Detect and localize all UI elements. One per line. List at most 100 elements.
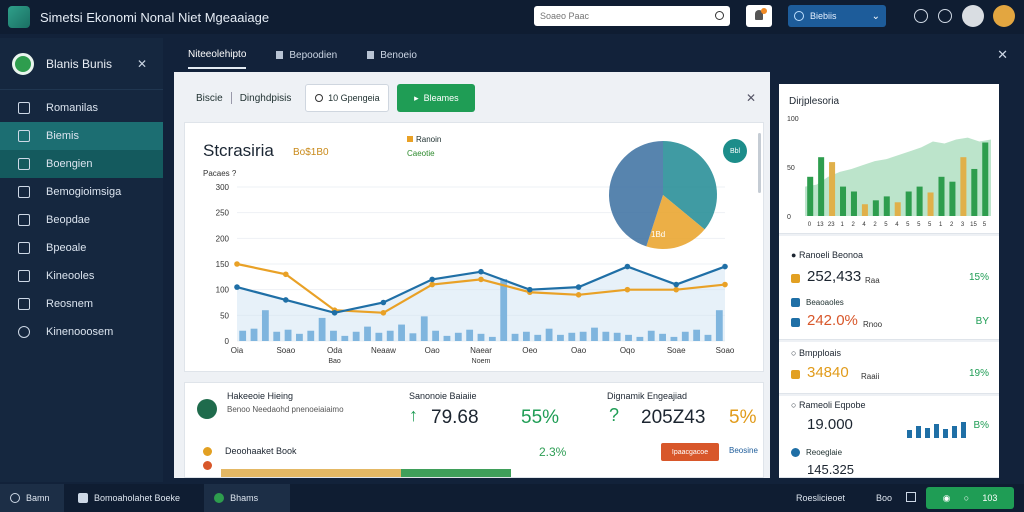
mini-x-tick: 2 xyxy=(851,222,855,228)
filter-icon xyxy=(18,270,30,282)
help-icon[interactable] xyxy=(914,9,928,23)
mini-x-tick: 4 xyxy=(862,222,866,228)
sidebar-item-4[interactable]: Beopdae xyxy=(0,206,163,234)
y-tick-label: 50 xyxy=(220,311,229,320)
stats-link[interactable]: Beosine xyxy=(729,446,758,455)
x-tick-label: Naear xyxy=(470,346,492,355)
bottom-item-label: Bomoaholahet Boeke xyxy=(94,493,181,503)
sidebar-item-5[interactable]: Bpeoale xyxy=(0,234,163,262)
pie-slice xyxy=(609,141,663,247)
person-description: Benoo Needaohd pnenoeiaiaimo xyxy=(227,405,344,414)
sidebar-item-6[interactable]: Kineooles xyxy=(0,262,163,290)
x-tick-label: Oao xyxy=(425,346,441,355)
refresh-icon: ○ xyxy=(963,493,970,503)
sidebar-user-name: Blanis Bunis xyxy=(46,56,113,71)
col1-percent: 55% xyxy=(521,407,560,428)
kpi1-value: 252,433 xyxy=(807,268,862,285)
bottom-bar: Bamn Bomoaholahet Boeke Bhams Roeslicieo… xyxy=(0,484,1024,512)
sidebar-item-1[interactable]: Biemis xyxy=(0,122,163,150)
sidebar-item-0[interactable]: Romanilas xyxy=(0,94,163,122)
folder-icon xyxy=(18,214,30,226)
expand-icon[interactable] xyxy=(906,492,916,502)
spark-bar xyxy=(952,426,957,438)
kpi3-percent: B% xyxy=(973,420,989,431)
series-point xyxy=(380,309,387,316)
mini-bar xyxy=(861,204,868,216)
mini-bar xyxy=(960,157,967,216)
tab-label: Bepoodien xyxy=(289,49,338,61)
document-icon xyxy=(276,51,284,59)
sidebar-item-3[interactable]: Bemogioimsiga xyxy=(0,178,163,206)
tab-settings[interactable]: Benoeio xyxy=(367,50,417,61)
pie-label: 1Bd xyxy=(651,230,665,239)
progress-bar xyxy=(221,469,511,477)
content-tabs: Niteeolehipto Bepoodien Benoeio ✕ xyxy=(174,40,1014,70)
up-arrow-icon: ? xyxy=(609,405,620,425)
bottom-action-button[interactable]: ◉ ○ 103 xyxy=(926,487,1014,509)
spark-bar xyxy=(907,430,912,438)
search-box[interactable] xyxy=(534,6,730,26)
close-sidebar-icon[interactable]: ✕ xyxy=(136,56,147,71)
filter-button[interactable]: 10 Gpengeia xyxy=(305,84,390,112)
search-icon[interactable] xyxy=(715,11,724,20)
y-axis-label-text: Pacaes xyxy=(203,169,230,178)
home-icon xyxy=(10,493,20,503)
spark-bar xyxy=(916,426,921,438)
y-tick-label: 150 xyxy=(216,260,230,269)
chart-subtitle: Bo$1B0 xyxy=(293,147,329,158)
up-arrow-icon: ↑ xyxy=(409,405,418,425)
mini-x-tick: 5 xyxy=(928,222,932,228)
kpi-card-2: ○ Bmpploais 34840 Raaii 19% xyxy=(779,342,999,394)
settings-icon[interactable] xyxy=(938,9,952,23)
series-point xyxy=(673,281,679,288)
search-input[interactable] xyxy=(540,11,710,21)
sidebar-item-label: Biemis xyxy=(46,130,80,142)
stats-action-button[interactable]: Ipaacgacoe xyxy=(661,443,719,461)
kpi1-small2: Rnoo xyxy=(863,320,883,329)
mini-bar xyxy=(818,157,825,216)
mini-x-tick: 2 xyxy=(873,222,877,228)
bottom-item-1[interactable]: Bamn xyxy=(0,484,64,512)
info-icon: ○ xyxy=(791,400,797,410)
profile-avatar[interactable] xyxy=(993,5,1015,27)
sidebar-item-7[interactable]: Reosnem xyxy=(0,290,163,318)
y-axis-label-mark: ? xyxy=(231,169,237,178)
sidebar-item-2[interactable]: Boengien xyxy=(0,150,163,178)
tab-overview[interactable]: Niteeolehipto xyxy=(188,49,247,69)
close-tab-icon[interactable]: ✕ xyxy=(997,47,1008,62)
sidebar-item-label: Bpeoale xyxy=(46,242,87,254)
status-dot xyxy=(203,447,212,456)
notification-bell-button[interactable] xyxy=(746,5,772,27)
kpi2-value: 34840 xyxy=(807,364,849,381)
toolbar-label-b[interactable]: Dinghdpisis xyxy=(239,92,292,104)
chart-scrollbar[interactable] xyxy=(758,133,761,193)
mini-bar xyxy=(807,176,814,216)
mini-x-tick: 1 xyxy=(939,222,943,228)
info-icon: ○ xyxy=(791,348,797,358)
account-button[interactable]: Biebiis ⌄ xyxy=(788,5,886,27)
chart-title: Stcrasiria xyxy=(203,141,274,160)
kpi3-sparkbars xyxy=(907,422,966,438)
tab-reports[interactable]: Bepoodien xyxy=(276,50,337,61)
primary-action-button[interactable]: ▸ Bleames xyxy=(397,84,476,112)
series-point xyxy=(429,276,435,283)
close-toolbar-icon[interactable]: ✕ xyxy=(745,91,756,105)
mini-x-tick: 3 xyxy=(961,222,965,228)
toolbar-label-a[interactable]: Biscie xyxy=(196,92,223,104)
chart-icon xyxy=(18,158,30,170)
main-chart-svg: 0 50 100 150 200 250 300 Oia Soao Oda Bao Neaaw Oao N… xyxy=(216,141,735,365)
account-icon xyxy=(794,11,804,21)
pie-badge[interactable]: Bbl xyxy=(723,139,747,163)
mini-x-tick: 23 xyxy=(828,222,835,228)
mini-bar xyxy=(971,168,978,216)
user-avatar[interactable] xyxy=(962,5,984,27)
bottom-item-3[interactable]: Bhams xyxy=(204,484,291,512)
bottom-item-2[interactable]: Bomoaholahet Boeke xyxy=(68,484,190,512)
col2-header: Dignamik Engeajiad xyxy=(607,391,688,401)
series-point xyxy=(478,268,484,275)
mini-x-tick: 5 xyxy=(917,222,921,228)
sidebar-item-8[interactable]: Kinenooosem xyxy=(0,318,163,346)
book-percent: 2.3% xyxy=(539,445,567,459)
plus-icon: ▸ xyxy=(414,92,419,103)
stats-card: Hakeeoie Hieing Benoo Needaohd pnenoeiai… xyxy=(184,382,764,478)
